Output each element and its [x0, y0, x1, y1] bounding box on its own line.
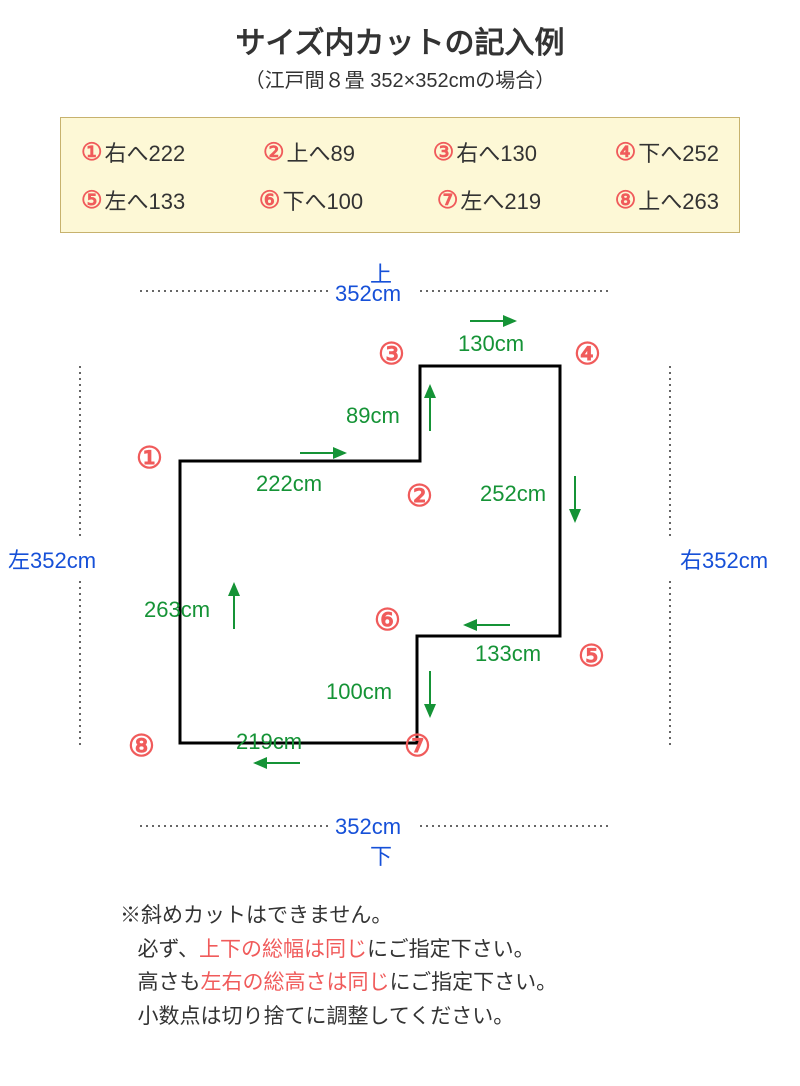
circle-number: ①: [81, 138, 103, 167]
segment-label-6: 100cm: [326, 679, 392, 705]
label-bottom-dim: 352cm: [335, 814, 401, 840]
legend-text: 上へ263: [638, 184, 719, 216]
note-line: 小数点は切り捨てに調整してください。: [120, 1000, 800, 1034]
page-title: サイズ内カットの記入例: [0, 18, 800, 62]
legend-item: ⑧上へ263: [615, 184, 719, 216]
circle-number: ⑧: [615, 186, 637, 215]
label-left-dim: 左352cm: [8, 543, 96, 575]
note-highlight: 左右の総高さは同じ: [201, 971, 390, 994]
legend-text: 右へ130: [456, 136, 537, 168]
legend-text: 上へ89: [287, 136, 355, 168]
note-text: にご指定下さい。: [390, 971, 558, 994]
circle-number: ⑥: [259, 186, 281, 215]
circle-number: ③: [433, 138, 455, 167]
segment-label-5: 133cm: [475, 641, 541, 667]
notes-block: ※斜めカットはできません。 必ず、上下の総幅は同じにご指定下さい。 高さも左右の…: [120, 899, 800, 1033]
segment-label-1: 222cm: [256, 471, 322, 497]
note-text: 必ず、: [138, 938, 200, 961]
legend-item: ⑤左へ133: [81, 184, 185, 216]
legend-item: ⑦左へ219: [437, 184, 541, 216]
vertex-number-6: ⑥: [374, 603, 401, 638]
segment-label-3: 130cm: [458, 331, 524, 357]
legend-item: ④下へ252: [615, 136, 719, 168]
vertex-number-5: ⑤: [578, 639, 605, 674]
legend-text: 左へ133: [105, 184, 186, 216]
vertex-number-2: ②: [406, 479, 433, 514]
label-right-dim: 右352cm: [680, 543, 768, 575]
page-subtitle: （江戸間８畳 352×352cmの場合）: [0, 64, 800, 93]
circle-number: ⑦: [437, 186, 459, 215]
circle-number: ⑤: [81, 186, 103, 215]
note-highlight: 上下の総幅は同じ: [199, 938, 367, 961]
note-text: 小数点は切り捨てに調整してください。: [138, 1005, 515, 1028]
note-text: 高さも: [138, 971, 201, 994]
segment-label-2: 89cm: [346, 403, 400, 429]
vertex-number-7: ⑦: [404, 729, 431, 764]
vertex-number-8: ⑧: [128, 729, 155, 764]
legend-text: 下へ100: [282, 184, 363, 216]
legend-row: ①右へ222 ②上へ89 ③右へ130 ④下へ252: [81, 136, 719, 168]
segment-label-7: 219cm: [236, 729, 302, 755]
vertex-number-3: ③: [378, 337, 405, 372]
note-line: 高さも左右の総高さは同じにご指定下さい。: [120, 966, 800, 1000]
diagram-area: 上 352cm 352cm 下 左352cm 右352cm ① ② ③ ④ ⑤ …: [0, 251, 800, 891]
legend-item: ⑥下へ100: [259, 184, 363, 216]
label-top-dim: 352cm: [335, 281, 401, 307]
note-text: にご指定下さい。: [367, 938, 535, 961]
note-line: 必ず、上下の総幅は同じにご指定下さい。: [120, 933, 800, 967]
legend-box: ①右へ222 ②上へ89 ③右へ130 ④下へ252 ⑤左へ133 ⑥下へ100…: [60, 117, 740, 233]
circle-number: ②: [263, 138, 285, 167]
legend-text: 左へ219: [460, 184, 541, 216]
vertex-number-4: ④: [574, 337, 601, 372]
note-line: ※斜めカットはできません。: [120, 899, 800, 933]
label-bottom-direction: 下: [370, 839, 392, 871]
legend-item: ②上へ89: [263, 136, 355, 168]
segment-label-8: 263cm: [144, 597, 210, 623]
segment-label-4: 252cm: [480, 481, 546, 507]
legend-row: ⑤左へ133 ⑥下へ100 ⑦左へ219 ⑧上へ263: [81, 184, 719, 216]
legend-item: ③右へ130: [433, 136, 537, 168]
vertex-number-1: ①: [136, 441, 163, 476]
legend-text: 右へ222: [105, 136, 186, 168]
circle-number: ④: [615, 138, 637, 167]
legend-text: 下へ252: [638, 136, 719, 168]
legend-item: ①右へ222: [81, 136, 185, 168]
